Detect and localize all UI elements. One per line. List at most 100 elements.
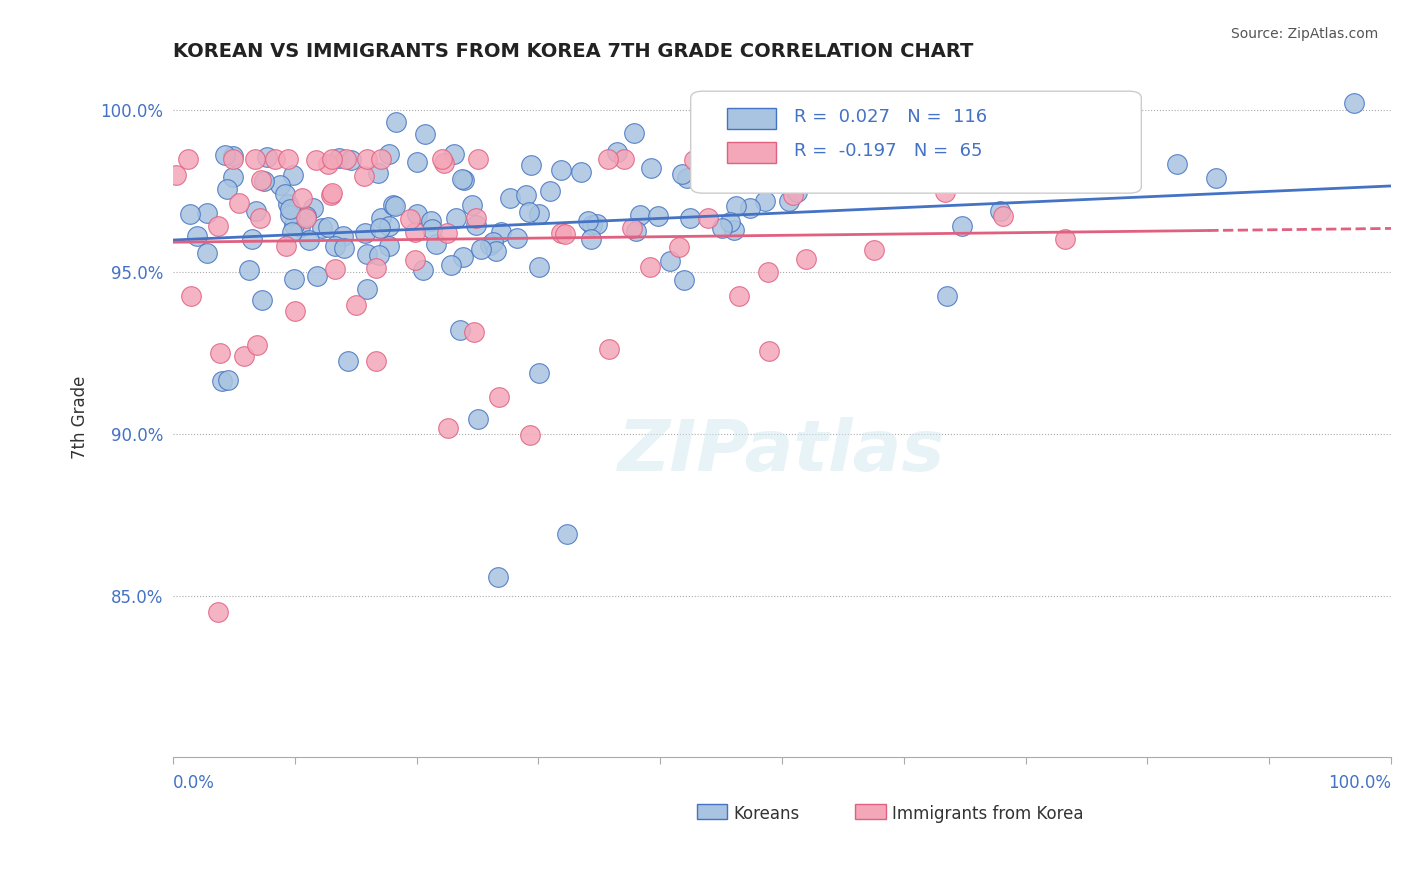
Point <box>321 186 343 201</box>
Point <box>527 260 550 274</box>
Bar <box>727 142 776 162</box>
Point <box>179 207 201 221</box>
Text: ZIPatlas: ZIPatlas <box>619 417 946 486</box>
Point <box>344 298 367 312</box>
Text: Immigrants from Korea: Immigrants from Korea <box>891 805 1083 823</box>
Point <box>696 211 718 225</box>
Point <box>278 202 301 217</box>
Point <box>724 199 747 213</box>
Point <box>988 203 1011 218</box>
Point <box>569 165 592 179</box>
Point <box>180 289 202 303</box>
Point <box>368 248 391 262</box>
Text: 100.0%: 100.0% <box>1329 773 1391 791</box>
Point <box>485 244 508 259</box>
Point <box>786 185 808 199</box>
Point <box>658 253 681 268</box>
Point <box>596 152 619 166</box>
Point <box>217 373 239 387</box>
Point <box>451 250 474 264</box>
Point <box>356 152 378 166</box>
Point <box>332 228 354 243</box>
Point <box>488 390 510 404</box>
Point <box>467 152 489 166</box>
Point <box>384 199 406 213</box>
Point <box>318 219 340 234</box>
Point <box>211 374 233 388</box>
Point <box>378 146 401 161</box>
Point <box>298 233 321 247</box>
Point <box>498 191 520 205</box>
Point <box>467 412 489 426</box>
Point <box>723 223 745 237</box>
Point <box>460 198 482 212</box>
Text: R =  -0.197   N =  65: R = -0.197 N = 65 <box>794 142 983 160</box>
Point <box>711 220 734 235</box>
Point <box>450 172 472 186</box>
Point <box>336 354 359 368</box>
Point <box>412 263 434 277</box>
Point <box>319 187 342 202</box>
Point <box>370 211 392 226</box>
Point <box>367 166 389 180</box>
Point <box>246 338 269 352</box>
Point <box>993 209 1015 223</box>
Point <box>675 170 697 185</box>
Point <box>581 232 603 246</box>
Point <box>550 162 572 177</box>
Point <box>555 527 578 541</box>
Point <box>751 152 773 166</box>
Point <box>366 354 388 368</box>
Point <box>221 152 243 166</box>
Point <box>399 211 422 226</box>
Point <box>321 152 343 166</box>
Point <box>420 214 443 228</box>
Point <box>527 366 550 380</box>
Point <box>437 421 460 435</box>
Point <box>222 149 245 163</box>
Point <box>301 201 323 215</box>
Point <box>323 239 346 253</box>
Point <box>470 242 492 256</box>
Point <box>264 152 287 166</box>
Point <box>274 187 297 202</box>
Point <box>623 127 645 141</box>
Point <box>238 263 260 277</box>
Point <box>491 225 513 239</box>
Point <box>278 208 301 222</box>
Point <box>453 172 475 186</box>
Point <box>624 224 647 238</box>
Point <box>291 191 314 205</box>
Point <box>256 150 278 164</box>
Point <box>756 265 779 279</box>
Point <box>165 168 187 182</box>
Point <box>382 197 405 211</box>
Point <box>197 205 219 219</box>
Point <box>276 239 298 253</box>
Point <box>340 153 363 167</box>
Point <box>778 194 800 208</box>
Point <box>640 161 662 176</box>
Point <box>1053 232 1076 246</box>
Point <box>1205 171 1227 186</box>
Point <box>353 169 375 183</box>
Point <box>288 219 311 234</box>
Point <box>581 218 603 232</box>
Bar <box>697 804 727 819</box>
Point <box>356 281 378 295</box>
Point <box>647 209 669 223</box>
Point <box>950 219 973 233</box>
Point <box>335 152 357 166</box>
Point <box>527 207 550 221</box>
Point <box>519 159 541 173</box>
Point <box>1166 157 1188 171</box>
Point <box>754 194 776 208</box>
Point <box>404 253 426 268</box>
Text: R =  0.027   N =  116: R = 0.027 N = 116 <box>794 108 987 126</box>
Point <box>538 184 561 198</box>
Point <box>934 185 956 199</box>
Text: 0.0%: 0.0% <box>173 773 215 791</box>
Point <box>628 208 651 222</box>
Point <box>640 260 662 274</box>
FancyBboxPatch shape <box>690 91 1142 194</box>
